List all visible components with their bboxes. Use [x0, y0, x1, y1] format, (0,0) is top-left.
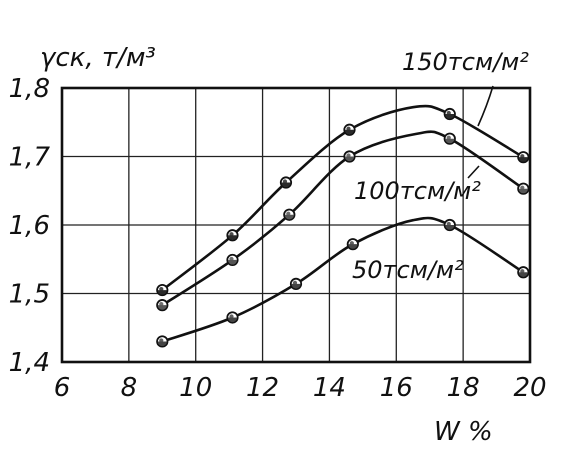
series-leader-100: [467, 165, 480, 179]
data-point: [279, 176, 293, 189]
curve-layer: [161, 104, 525, 343]
series-line-1: [161, 130, 525, 307]
data-point: [283, 208, 296, 221]
data-point: [226, 311, 239, 324]
data-point: [156, 335, 169, 348]
y-tick-label: 1,5: [9, 280, 50, 310]
x-axis-label: W %: [434, 417, 493, 447]
series-label-100: 100тсм/м²: [354, 177, 481, 205]
data-point: [443, 218, 456, 232]
data-point: [443, 132, 456, 145]
series-leader-150: [477, 85, 494, 127]
series-label-150: 150тсм/м²: [402, 48, 529, 76]
x-tick-label: 14: [313, 373, 346, 403]
y-axis-label: γск, т/м³: [40, 43, 156, 73]
data-point: [156, 299, 169, 312]
y-tick-label: 1,8: [9, 74, 50, 104]
data-point: [226, 253, 239, 267]
x-tick-label: 12: [246, 373, 279, 403]
x-tick-label: 6: [54, 373, 71, 403]
x-tick-label: 18: [447, 373, 480, 403]
marker-layer: [156, 107, 530, 348]
y-tick-label: 1,6: [9, 211, 50, 241]
y-tick-label: 1,7: [9, 143, 51, 173]
data-point: [517, 151, 530, 164]
data-point: [343, 123, 356, 136]
data-point: [156, 283, 169, 297]
data-point: [226, 229, 239, 242]
series-line-2: [161, 216, 525, 343]
data-point: [443, 107, 456, 121]
grid-layer: [62, 88, 530, 362]
data-point: [517, 182, 530, 195]
x-tick-label: 20: [513, 373, 546, 403]
x-tick-label: 10: [179, 373, 212, 403]
data-point: [517, 266, 530, 279]
plot-frame: [60, 86, 532, 364]
x-tick-label: 16: [380, 373, 413, 403]
series-label-50: 50тсм/м²: [352, 256, 464, 284]
data-point: [289, 277, 303, 291]
y-tick-label: 1,4: [9, 348, 50, 378]
data-point: [346, 238, 359, 251]
x-tick-label: 8: [121, 373, 138, 403]
data-point: [343, 150, 356, 163]
tick-layer: 6 8 10 12 14 16 18 20 1,4 1,5 1,6 1,7 1,8: [9, 74, 547, 403]
